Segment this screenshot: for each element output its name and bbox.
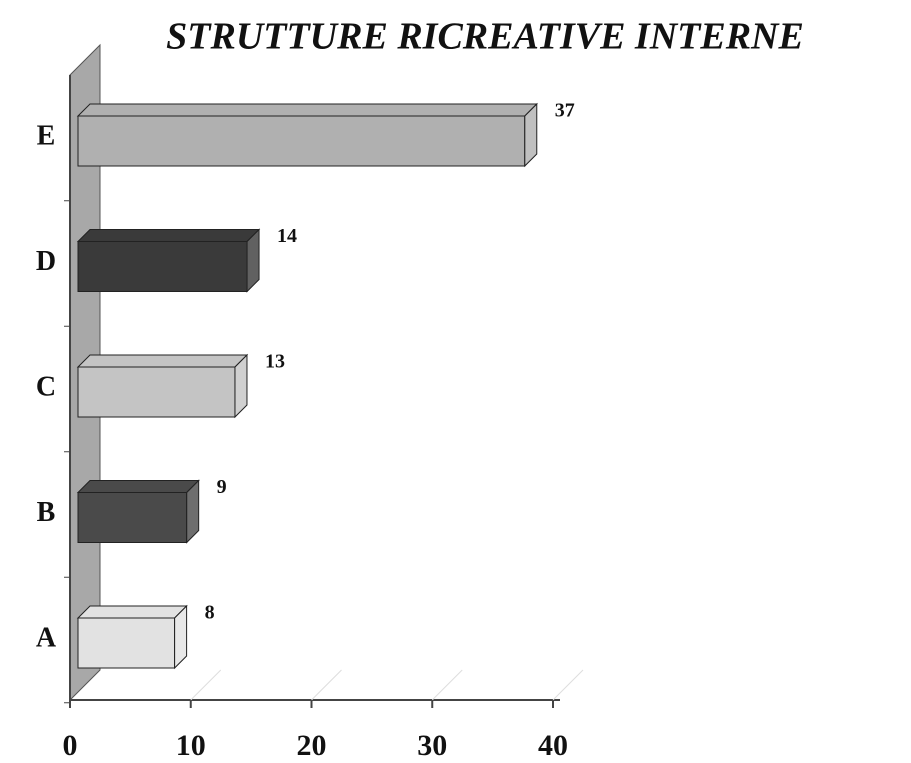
bar-side: [524, 102, 538, 168]
x-tick-label: 30: [417, 729, 447, 762]
x-tick-label: 20: [297, 729, 327, 762]
value-label: 13: [265, 351, 285, 373]
bar-top: [76, 103, 538, 117]
bar-side: [246, 228, 260, 293]
value-label: 37: [555, 100, 575, 122]
y-tick-label: B: [37, 497, 56, 528]
bar-side: [186, 479, 200, 544]
grid-line: [552, 669, 584, 701]
chart-title: STRUTTURE RICREATIVE INTERNE: [166, 16, 804, 58]
bar: [77, 366, 236, 418]
value-label: 14: [277, 225, 297, 247]
x-tick-label: 40: [538, 729, 568, 762]
x-tick-label: 10: [176, 729, 206, 762]
bar-top: [76, 229, 261, 242]
y-tick-label: C: [36, 371, 56, 402]
value-label: 8: [205, 602, 215, 624]
bar-top: [76, 354, 249, 368]
bar-side: [234, 353, 248, 419]
y-tick-label: D: [36, 246, 56, 277]
grid-line: [311, 669, 342, 701]
bar-side: [174, 604, 188, 670]
x-tick-label: 0: [63, 729, 78, 762]
grid-line: [431, 669, 463, 701]
bar-top: [76, 605, 188, 619]
bar-top: [76, 480, 200, 493]
grid-line: [190, 669, 222, 701]
y-tick-label: A: [36, 622, 57, 653]
bar: [77, 115, 526, 167]
bar: [77, 492, 188, 543]
bar: [77, 617, 176, 669]
value-label: 9: [217, 476, 227, 498]
y-tick-label: E: [37, 120, 56, 151]
bar: [77, 241, 248, 292]
